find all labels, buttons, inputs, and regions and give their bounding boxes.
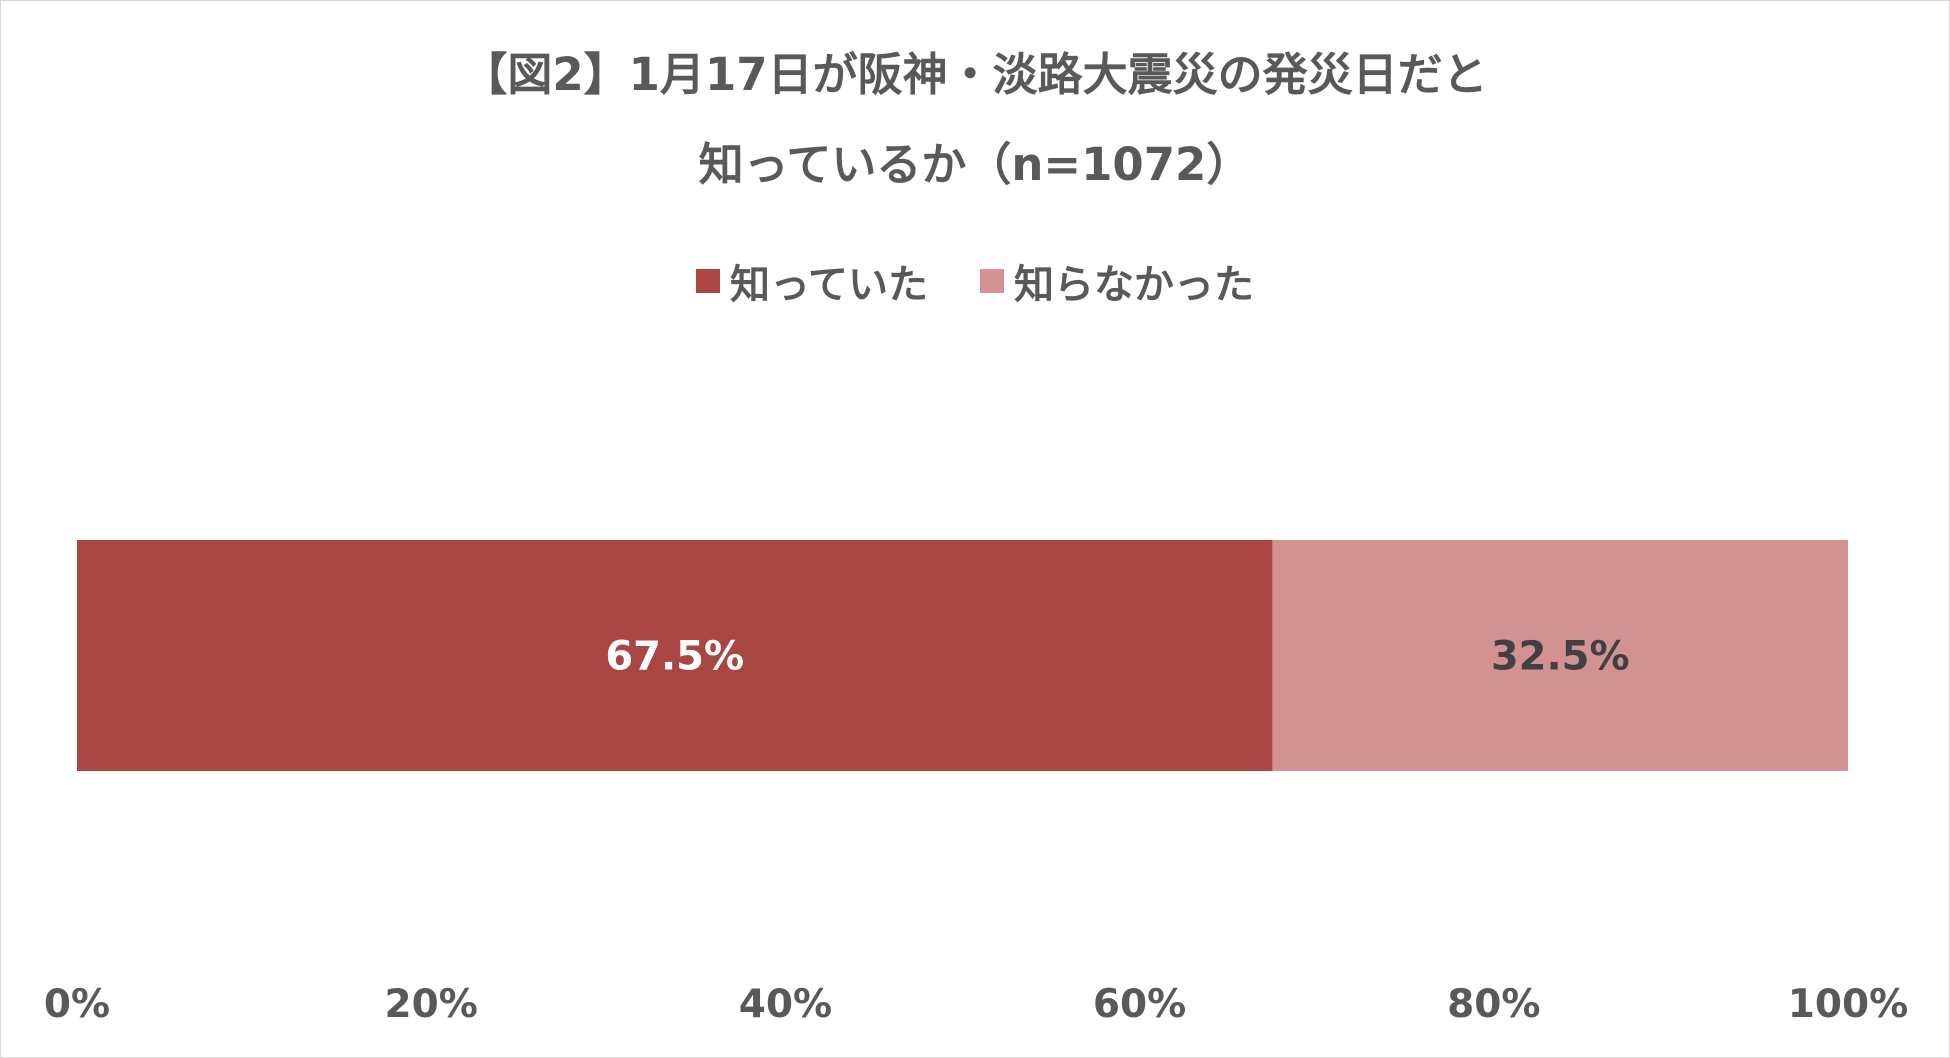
bar-segment-unknown <box>1272 540 1848 771</box>
legend-label-known: 知っていた <box>730 262 928 308</box>
x-tick-label: 80% <box>1447 982 1540 1027</box>
x-tick-label: 40% <box>739 982 832 1027</box>
legend-item-unknown: 知らなかった <box>980 252 1254 310</box>
legend-label-unknown: 知らなかった <box>1014 262 1254 308</box>
data-label-known: 67.5% <box>605 634 744 680</box>
x-tick-label: 0% <box>44 982 110 1027</box>
legend: 知っていた 知らなかった <box>0 252 1950 310</box>
chart-title-line-1: 【図2】1月17日が阪神・淡路大震災の発災日だと <box>462 48 1488 101</box>
bar-segment-known <box>77 540 1273 771</box>
legend-swatch-known <box>696 269 720 293</box>
data-label-unknown: 32.5% <box>1491 634 1630 680</box>
x-tick-label: 100% <box>1788 982 1909 1027</box>
x-tick-label: 60% <box>1093 982 1186 1027</box>
x-tick-label: 20% <box>385 982 478 1027</box>
legend-item-known: 知っていた <box>696 252 928 310</box>
chart-title-line-2: 知っているか（n=1072） <box>698 138 1252 191</box>
legend-swatch-unknown <box>980 269 1004 293</box>
